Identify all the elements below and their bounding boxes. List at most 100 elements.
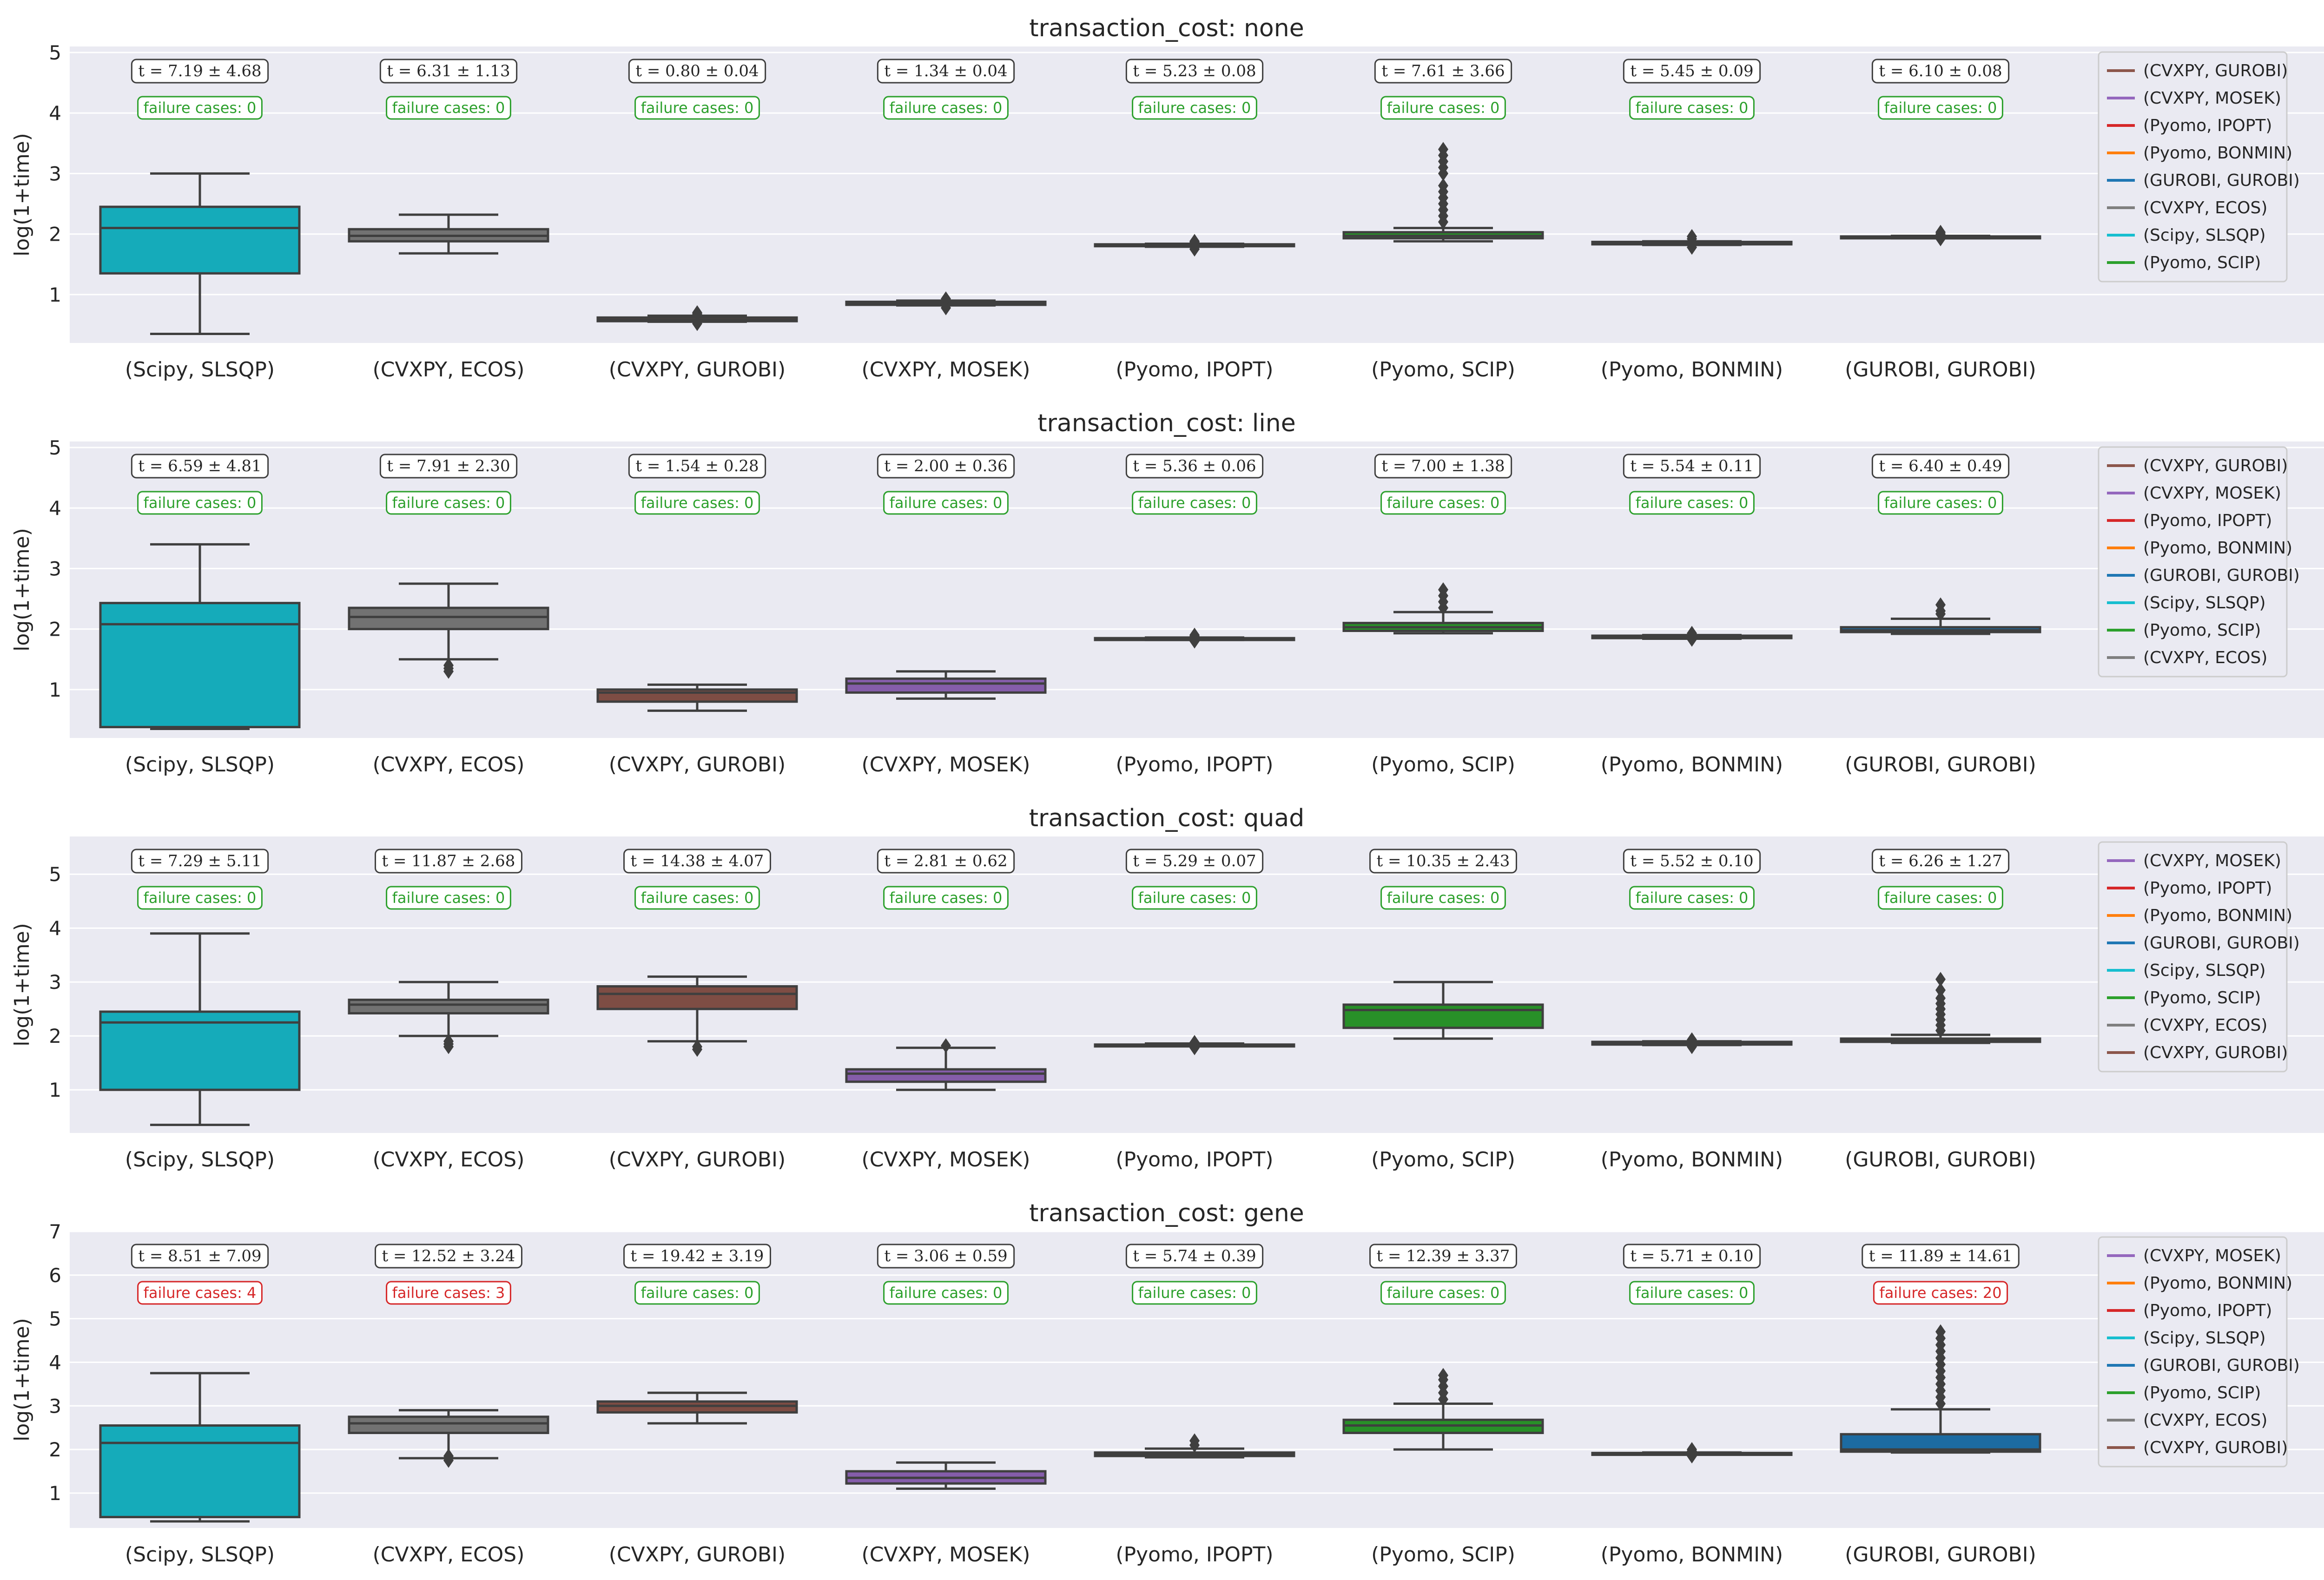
legend-entry: (CVXPY, MOSEK) (2143, 484, 2281, 503)
legend-entry: (Pyomo, IPOPT) (2143, 511, 2272, 530)
failure-box (1380, 1281, 1506, 1305)
x-tick-label: (Pyomo, BONMIN) (1601, 1543, 1783, 1567)
failure-annotation: failure cases: 4 (144, 1284, 257, 1302)
box-8: t = 11.89 ± 14.61 failure cases: 20 (GUROB… (1840, 1244, 2041, 1567)
failure-annotation: failure cases: 0 (641, 494, 754, 512)
y-tick-label: 3 (49, 162, 61, 185)
outlier-point (1935, 224, 1946, 240)
outlier-point (1935, 597, 1946, 612)
y-tick-label: 2 (49, 223, 61, 246)
stat-box (877, 1244, 1015, 1269)
stat-annotation: t = 7.61 ± 3.66 (1381, 62, 1505, 80)
x-tick-label: (Pyomo, IPOPT) (1116, 1148, 1273, 1172)
x-tick-label: (Pyomo, BONMIN) (1601, 1148, 1783, 1172)
stat-box (1125, 454, 1264, 479)
stat-box (379, 454, 518, 479)
panel-2: 1 2 3 4 5 transaction_cost: line log(1+time) t … (10, 409, 2324, 777)
box-body (348, 1415, 549, 1434)
stat-annotation: t = 3.06 ± 0.59 (884, 1247, 1007, 1265)
failure-box (1878, 886, 2003, 910)
stat-box (623, 1244, 771, 1269)
y-tick-label: 1 (49, 1482, 61, 1505)
failure-annotation: failure cases: 3 (392, 1284, 505, 1302)
failure-annotation: failure cases: 0 (890, 889, 1003, 907)
outlier-point (1189, 234, 1200, 249)
outlier-point (1189, 1035, 1200, 1050)
failure-annotation: failure cases: 0 (144, 889, 257, 907)
stat-box (131, 454, 269, 479)
stat-annotation: t = 5.52 ± 0.10 (1630, 852, 1753, 870)
y-tick-label: 5 (49, 436, 61, 459)
x-tick-label: (Scipy, SLSQP) (125, 358, 275, 382)
failure-box (1873, 1281, 2008, 1305)
legend-frame (2098, 446, 2288, 678)
failure-annotation: failure cases: 0 (641, 1284, 754, 1302)
stat-annotation: t = 14.38 ± 4.07 (631, 852, 764, 870)
stat-annotation: t = 7.00 ± 1.38 (1381, 457, 1505, 475)
legend-entry: (Scipy, SLSQP) (2143, 961, 2266, 980)
failure-box (1629, 491, 1755, 515)
stat-box (1125, 59, 1264, 84)
box-body (1342, 1003, 1544, 1029)
legend-entry: (CVXPY, GUROBI) (2143, 1438, 2288, 1457)
box-1: t = 7.19 ± 4.68 failure cases: 0 (Scipy, S… (99, 59, 301, 382)
stat-box (375, 1244, 522, 1269)
stat-box (131, 849, 269, 874)
stat-box (877, 59, 1015, 84)
outlier-point (1189, 627, 1200, 643)
outlier-point (692, 305, 702, 320)
legend-entry: (CVXPY, ECOS) (2143, 1016, 2267, 1035)
legend-entry: (Pyomo, BONMIN) (2143, 1274, 2292, 1293)
x-tick-label: (CVXPY, GUROBI) (609, 1543, 786, 1567)
y-axis-label: log(1+time) (10, 133, 34, 257)
outlier-point (1189, 1433, 1200, 1448)
x-tick-label: (Pyomo, SCIP) (1371, 358, 1515, 382)
stat-annotation: t = 7.19 ± 4.68 (138, 62, 261, 80)
failure-box (386, 96, 511, 120)
stat-box (375, 849, 522, 874)
legend-entry: (GUROBI, GUROBI) (2143, 566, 2300, 585)
y-axis-label: log(1+time) (10, 1318, 34, 1442)
stat-box (623, 849, 771, 874)
panel-title: transaction_cost: none (1029, 14, 1304, 42)
box-8: t = 6.26 ± 1.27 failure cases: 0 (GUROBI, … (1840, 849, 2041, 1172)
outlier-point (1687, 1442, 1697, 1457)
box-body (99, 602, 301, 729)
failure-box (883, 491, 1009, 515)
x-tick-label: (CVXPY, GUROBI) (609, 753, 786, 777)
y-tick-label: 3 (49, 557, 61, 580)
failure-box (137, 1281, 263, 1305)
stat-annotation: t = 6.59 ± 4.81 (138, 457, 261, 475)
failure-box (1629, 1281, 1755, 1305)
box-body (99, 205, 301, 275)
legend-entry: (Pyomo, SCIP) (2143, 253, 2261, 272)
x-tick-label: (CVXPY, ECOS) (373, 1543, 525, 1567)
legend-entry: (CVXPY, MOSEK) (2143, 851, 2281, 870)
legend: (CVXPY, GUROBI) (CVXPY, MOSEK) (Pyomo, IPO… (2098, 51, 2300, 283)
panel-3: 1 2 3 4 5 transaction_cost: quad log(1+time) t … (10, 804, 2324, 1172)
box-6: t = 7.00 ± 1.38 failure cases: 0 (Pyomo, S… (1342, 454, 1544, 777)
stat-box (1374, 59, 1512, 84)
stat-box (1369, 849, 1517, 874)
stat-box (1623, 1244, 1761, 1269)
box-4: t = 1.34 ± 0.04 failure cases: 0 (CVXPY, M… (845, 59, 1047, 382)
box-2: t = 6.31 ± 1.13 failure cases: 0 (CVXPY, E… (348, 59, 549, 382)
panel-1: 1 2 3 4 5 transaction_cost: none log(1+time) t … (10, 14, 2324, 382)
legend-entry: (CVXPY, GUROBI) (2143, 1043, 2288, 1062)
failure-box (1380, 96, 1506, 120)
box-6: t = 12.39 ± 3.37 failure cases: 0 (Pyomo, … (1342, 1244, 1544, 1567)
stat-annotation: t = 12.39 ± 3.37 (1377, 1247, 1510, 1265)
y-tick-label: 4 (49, 1351, 61, 1374)
outlier-point (1687, 625, 1697, 641)
box-body (348, 606, 549, 631)
panel-title: transaction_cost: line (1037, 409, 1296, 437)
x-tick-label: (CVXPY, GUROBI) (609, 358, 786, 382)
outlier-point (443, 1034, 454, 1049)
x-tick-label: (Pyomo, BONMIN) (1601, 753, 1783, 777)
box-4: t = 2.00 ± 0.36 failure cases: 0 (CVXPY, M… (845, 454, 1047, 777)
stat-box (877, 454, 1015, 479)
stat-box (1369, 1244, 1517, 1269)
legend-entry: (CVXPY, MOSEK) (2143, 89, 2281, 108)
stat-box (1125, 1244, 1264, 1269)
x-tick-label: (CVXPY, ECOS) (373, 1148, 525, 1172)
